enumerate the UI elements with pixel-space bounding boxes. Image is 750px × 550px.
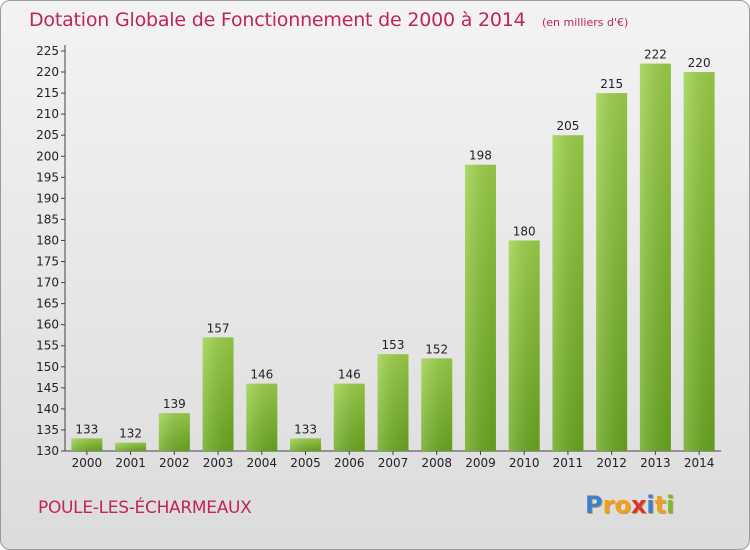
data-label-2014: 220 bbox=[688, 56, 711, 70]
bar-sheen bbox=[421, 358, 453, 451]
x-tick-label: 2002 bbox=[159, 456, 190, 470]
x-tick-label: 2014 bbox=[684, 456, 715, 470]
x-tick-label: 2004 bbox=[247, 456, 278, 470]
y-tick-label: 140 bbox=[36, 402, 59, 416]
bar-sheen bbox=[246, 383, 278, 451]
y-tick-label: 155 bbox=[36, 339, 59, 353]
y-tick-label: 180 bbox=[36, 233, 59, 247]
data-label-2010: 180 bbox=[513, 224, 536, 238]
bar-sheen bbox=[552, 135, 584, 452]
x-tick-label: 2009 bbox=[465, 456, 496, 470]
y-tick-label: 185 bbox=[36, 212, 59, 226]
x-tick-label: 2003 bbox=[203, 456, 234, 470]
x-tick-label: 2005 bbox=[290, 456, 321, 470]
y-tick-label: 205 bbox=[36, 128, 59, 142]
y-tick-label: 225 bbox=[36, 44, 59, 58]
y-tick-label: 170 bbox=[36, 276, 59, 290]
y-tick-label: 195 bbox=[36, 170, 59, 184]
y-tick-label: 150 bbox=[36, 360, 59, 374]
data-label-2007: 153 bbox=[382, 338, 405, 352]
x-tick-label: 2012 bbox=[596, 456, 627, 470]
x-tick-label: 2010 bbox=[509, 456, 540, 470]
bar-sheen bbox=[333, 383, 365, 451]
bar-sheen bbox=[290, 438, 322, 451]
bar-sheen bbox=[71, 438, 103, 451]
y-tick-label: 210 bbox=[36, 107, 59, 121]
data-label-2005: 133 bbox=[294, 422, 317, 436]
x-tick-label: 2008 bbox=[421, 456, 452, 470]
x-tick-label: 2007 bbox=[378, 456, 409, 470]
x-tick-label: 2011 bbox=[553, 456, 584, 470]
y-tick-label: 200 bbox=[36, 149, 59, 163]
x-tick-label: 2006 bbox=[334, 456, 365, 470]
x-tick-label: 2001 bbox=[115, 456, 146, 470]
brand-letter: x bbox=[630, 491, 647, 519]
data-label-2013: 222 bbox=[644, 48, 667, 62]
brand-letter: i bbox=[646, 491, 655, 519]
data-label-2003: 157 bbox=[207, 321, 230, 335]
bars-group: 133 132 139 157 146 133 146 153 152 198 180 205 215 2… bbox=[71, 48, 715, 452]
y-tick-label: 220 bbox=[36, 65, 59, 79]
bar-sheen bbox=[639, 63, 671, 451]
bar-sheen bbox=[596, 93, 628, 452]
data-label-2008: 152 bbox=[425, 342, 448, 356]
chart-title: Dotation Globale de Fonctionnement de 20… bbox=[29, 9, 526, 31]
data-label-2011: 205 bbox=[556, 119, 579, 133]
brand-letter: P bbox=[585, 491, 603, 519]
data-label-2001: 132 bbox=[119, 427, 142, 441]
bar-sheen bbox=[202, 337, 234, 451]
brand-letter: i bbox=[666, 491, 675, 519]
bar-sheen bbox=[683, 72, 715, 451]
data-label-2009: 198 bbox=[469, 149, 492, 163]
y-tick-label: 135 bbox=[36, 423, 59, 437]
y-tick-label: 215 bbox=[36, 86, 59, 100]
brand-letter: o bbox=[614, 491, 631, 519]
data-label-2004: 146 bbox=[250, 368, 273, 382]
y-tick-label: 165 bbox=[36, 297, 59, 311]
x-tick-label: 2013 bbox=[640, 456, 671, 470]
y-tick-label: 145 bbox=[36, 381, 59, 395]
brand-letter: r bbox=[602, 491, 615, 519]
data-label-2002: 139 bbox=[163, 397, 186, 411]
bar-sheen bbox=[508, 240, 540, 451]
data-label-2012: 215 bbox=[600, 77, 623, 91]
brand-letter: t bbox=[654, 491, 667, 519]
y-tick-label: 190 bbox=[36, 191, 59, 205]
bar-sheen bbox=[377, 354, 409, 451]
data-label-2006: 146 bbox=[338, 368, 361, 382]
commune-name: POULE-LES-ÉCHARMEAUX bbox=[38, 498, 252, 518]
bar-sheen bbox=[115, 442, 147, 451]
y-tick-label: 160 bbox=[36, 318, 59, 332]
y-tick-label: 175 bbox=[36, 255, 59, 269]
bar-sheen bbox=[464, 164, 496, 451]
y-tick-label: 130 bbox=[36, 444, 59, 458]
proxiti-logo[interactable]: Proxiti bbox=[585, 491, 674, 519]
chart-subtitle: (en milliers d'€) bbox=[542, 16, 629, 29]
bar-sheen bbox=[158, 413, 190, 451]
x-tick-label: 2000 bbox=[72, 456, 103, 470]
data-label-2000: 133 bbox=[75, 422, 98, 436]
